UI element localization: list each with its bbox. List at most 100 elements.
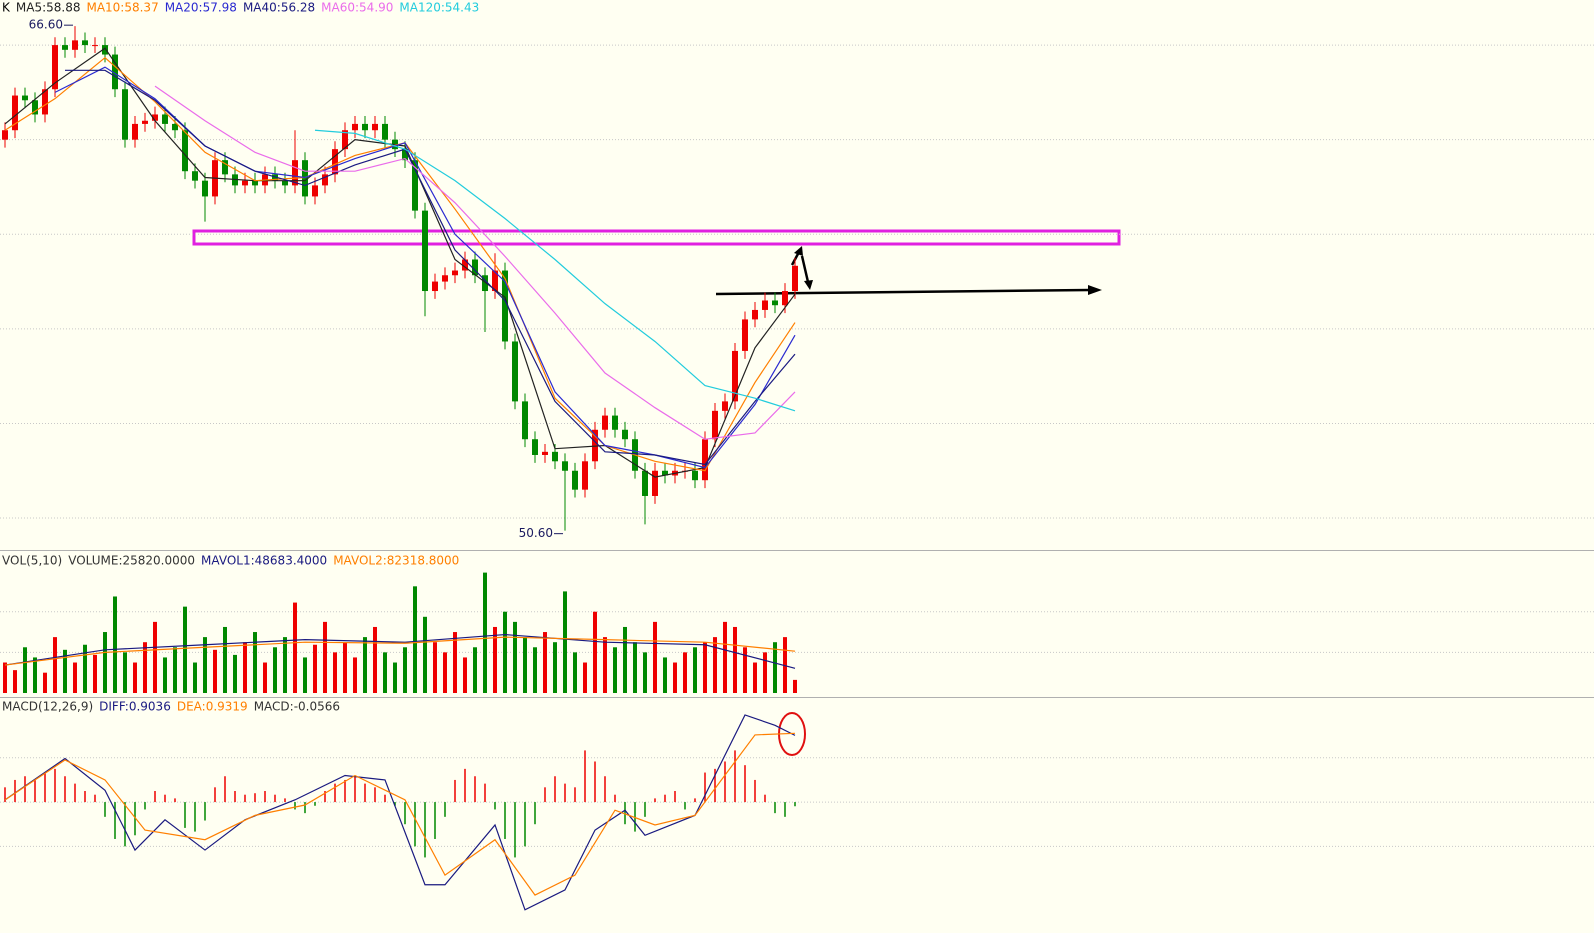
volume-bar xyxy=(113,596,117,693)
volume-bar xyxy=(223,626,227,693)
volume-bar xyxy=(33,657,37,693)
candle-body xyxy=(782,291,788,306)
candle-body xyxy=(12,95,18,131)
candle-body xyxy=(532,439,538,455)
candle-body xyxy=(112,54,118,90)
volume-bar xyxy=(323,621,327,693)
candle-body xyxy=(662,470,668,476)
volume-bar xyxy=(203,637,207,693)
volume-bar xyxy=(653,621,657,693)
resistance-zone xyxy=(192,229,1121,246)
volume-bar xyxy=(193,662,197,693)
volume-bar xyxy=(503,611,507,693)
candle-body xyxy=(742,319,748,351)
volume-bar xyxy=(773,642,777,693)
candle-body xyxy=(322,174,328,186)
candle-body xyxy=(22,95,28,101)
candle-body xyxy=(732,350,738,402)
legend-label: MACD(12,26,9) xyxy=(2,700,93,714)
candle-body xyxy=(312,185,318,197)
indicator-line xyxy=(314,129,796,412)
volume-bar xyxy=(363,637,367,693)
volume-bar xyxy=(393,662,397,693)
legend-label: DIFF:0.9036 xyxy=(99,700,171,714)
legend-label: VOL(5,10) xyxy=(2,554,62,568)
candle-body xyxy=(32,100,38,115)
volume-bar xyxy=(413,586,417,693)
volume-bar xyxy=(283,637,287,693)
candle-body xyxy=(82,40,88,46)
candle-body xyxy=(362,123,368,131)
volume-bar xyxy=(43,672,47,693)
volume-bar xyxy=(593,611,597,693)
volume-bar xyxy=(213,649,217,693)
volume-bar xyxy=(423,616,427,693)
candle-body xyxy=(422,210,428,292)
volume-bar xyxy=(463,657,467,693)
volume-bar xyxy=(163,657,167,693)
volume-bar xyxy=(63,649,67,693)
volume-bar xyxy=(123,652,127,693)
volume-bar xyxy=(3,662,7,693)
volume-bar xyxy=(623,626,627,693)
candle-body xyxy=(542,451,548,455)
volume-bar xyxy=(473,647,477,693)
arrow-head xyxy=(804,280,813,290)
legend-label: MA60:54.90 xyxy=(321,1,393,15)
candle-body xyxy=(122,89,128,140)
volume-bar xyxy=(723,621,727,693)
legend-label: DEA:0.9319 xyxy=(177,700,248,714)
volume-bar xyxy=(743,647,747,693)
candle-body xyxy=(512,341,518,402)
candle-body xyxy=(372,123,378,131)
candle-body xyxy=(622,429,628,440)
down-arrow xyxy=(800,255,810,283)
volume-bar xyxy=(563,591,567,693)
candle-body xyxy=(522,401,528,440)
legend-label: MAVOL2:82318.8000 xyxy=(333,554,459,568)
candle-body xyxy=(382,123,388,140)
volume-bar xyxy=(293,602,297,693)
volume-bar xyxy=(543,632,547,693)
volume-bar xyxy=(433,642,437,693)
volume-bar xyxy=(233,654,237,693)
candle-body xyxy=(192,171,198,181)
volume-bar xyxy=(133,662,137,693)
volume-bar xyxy=(693,647,697,693)
volume-bar xyxy=(663,657,667,693)
volume-bar xyxy=(603,637,607,693)
candle-body xyxy=(472,259,478,276)
candle-body xyxy=(402,149,408,161)
volume-bar xyxy=(673,662,677,693)
candle-body xyxy=(62,45,68,50)
candle-body xyxy=(222,160,228,175)
candle-body xyxy=(332,149,338,175)
legend-label: MA5:58.88 xyxy=(16,1,81,15)
volume-bar xyxy=(343,642,347,693)
volume-bar xyxy=(103,632,107,693)
legend-label: MA40:56.28 xyxy=(243,1,315,15)
legend-label: MACD:-0.0566 xyxy=(254,700,340,714)
candle-body xyxy=(642,470,648,496)
volume-bar xyxy=(643,652,647,693)
volume-bar xyxy=(183,606,187,693)
indicator-line xyxy=(4,636,796,666)
volume-bar xyxy=(303,657,307,693)
candle-body xyxy=(482,275,488,292)
candle-body xyxy=(202,180,208,197)
volume-bar xyxy=(523,637,527,693)
volume-bar xyxy=(583,662,587,693)
candle-body xyxy=(572,470,578,490)
volume-bar xyxy=(313,644,317,693)
candle-body xyxy=(792,265,798,292)
indicator-line xyxy=(154,85,796,440)
candle-body xyxy=(72,40,78,50)
extreme-label: 50.60 xyxy=(519,526,553,540)
candle-body xyxy=(432,281,438,292)
volume-bar xyxy=(763,652,767,693)
volume-bar xyxy=(703,642,707,693)
volume-bar xyxy=(23,647,27,693)
volume-bar xyxy=(153,621,157,693)
volume-bar xyxy=(483,572,487,693)
volume-bar xyxy=(353,657,357,693)
